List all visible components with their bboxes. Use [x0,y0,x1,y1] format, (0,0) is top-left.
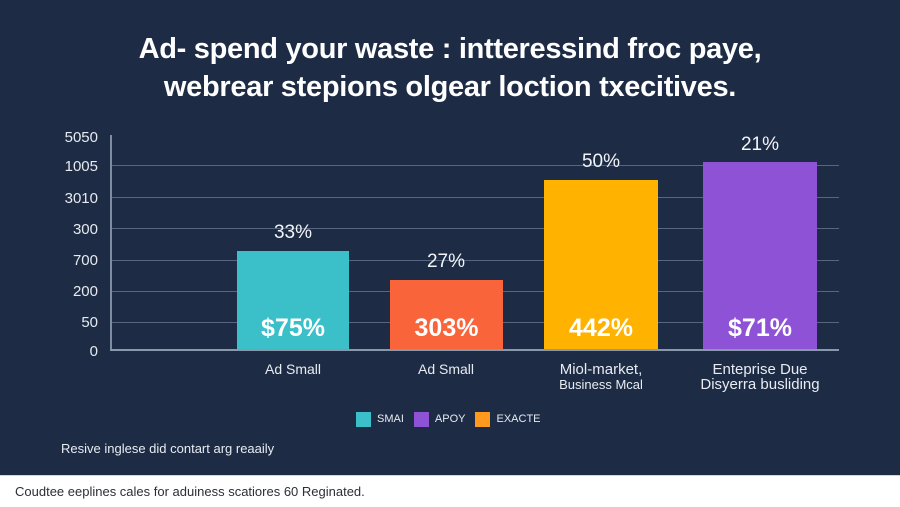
caption-text: Coudtee eeplines cales for aduiness scat… [15,484,365,499]
bar-top-label: 27% [426,251,466,272]
x-category-line-2: Disyerra busliding [700,376,820,393]
chart-title: Ad- spend your waste : intteressind froc… [0,30,900,106]
bar-value-label: $71% [728,314,792,342]
chart-title-line-1: Ad- spend your waste : intteressind froc… [138,33,762,65]
legend-swatch-icon [413,411,429,427]
bar-ad-small-1[interactable]: $75% [237,251,349,350]
y-tick-label: 200 [72,283,98,300]
legend-swatch-icon [475,411,491,427]
x-category-line-1: Ad Small [264,361,322,377]
x-category-line-1: Ad Small [417,361,475,377]
gridline [111,165,839,166]
legend-label: EXACTE [496,413,541,425]
legend-item-apoy[interactable]: APOY [413,411,466,427]
x-axis-line [110,349,839,351]
y-axis-line [110,135,112,351]
x-category-line-2: Business Mcal [559,377,643,392]
bar-ad-small-2[interactable]: 303% [390,280,503,350]
chart-legend: SMAI APOY EXACTE [356,410,545,428]
y-tick-label: 50 [81,314,98,331]
bar-chart: 5050 1005 3010 300 700 200 50 0 33% $75%… [61,129,840,456]
legend-item-smai[interactable]: SMAI [356,411,404,427]
x-category-label: Ad Small [366,362,526,377]
legend-item-exacte[interactable]: EXACTE [475,411,541,427]
y-tick-label: 300 [72,221,98,238]
bar-top-label: 33% [273,222,313,243]
bar-mid-market[interactable]: 442% [544,180,658,350]
y-tick-label: 1005 [64,158,98,175]
bar-value-label: 303% [414,314,479,342]
bar-value-label: 442% [569,314,633,342]
x-category-line-1: Miol-market, [559,361,643,378]
y-tick-label: 5050 [64,129,98,146]
legend-swatch-icon [356,411,371,427]
y-tick-label: 700 [72,252,98,269]
legend-label: APOY [434,413,466,425]
chart-footnote: Resive inglese did contart arg reaaily [61,441,275,456]
gridline [111,197,839,198]
legend-label: SMAI [377,413,404,425]
gridline [111,260,839,261]
gridline [111,228,839,229]
x-category-label: Enteprise Due Disyerra busliding [680,362,840,392]
y-tick-label: 0 [89,343,98,360]
bar-enterprise[interactable]: $71% [703,162,817,350]
bar-top-label: 21% [740,134,780,155]
bar-top-label: 50% [581,151,621,172]
x-category-line-1: Enteprise Due [712,361,808,378]
x-category-label: Miol-market, Business Mcal [521,362,681,392]
caption-bar: Coudtee eeplines cales for aduiness scat… [0,475,900,507]
y-tick-label: 3010 [64,190,98,207]
chart-title-line-2: webrear stepions olgear loction txecitiv… [163,71,737,103]
bar-value-label: $75% [261,314,325,342]
x-category-label: Ad Small [213,362,373,377]
